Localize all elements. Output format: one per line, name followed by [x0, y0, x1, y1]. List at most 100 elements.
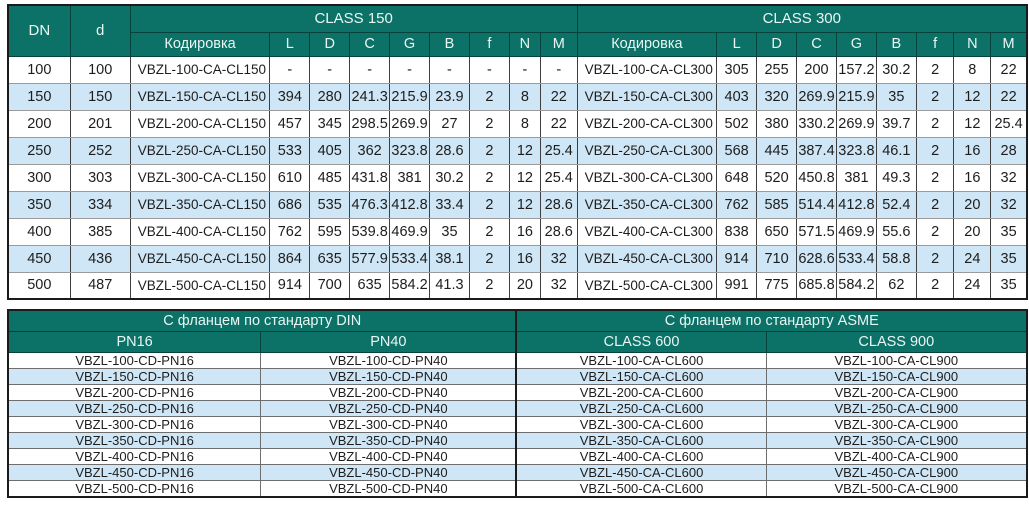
value-cell: 2 [915, 82, 955, 111]
column-header-c-c300: C [796, 31, 837, 57]
value-cell: 22 [539, 82, 578, 111]
code-cell: VBZL-450-CD-PN40 [260, 463, 517, 481]
value-cell: 24 [953, 244, 992, 273]
value-cell: 22 [990, 82, 1028, 111]
value-cell: 298.5 [349, 109, 391, 138]
value-cell: 394 [269, 82, 311, 111]
code-cell: VBZL-350-CA-CL300 [576, 190, 718, 219]
value-cell: 24 [953, 271, 992, 300]
code-cell: VBZL-150-CA-CL150 [129, 82, 271, 111]
code-cell: VBZL-400-CA-CL150 [129, 217, 271, 246]
code-cell: VBZL-450-CA-CL900 [765, 463, 1028, 481]
value-cell: - [468, 55, 510, 84]
group-header-class300: CLASS 300 [576, 4, 1028, 33]
code-cell: VBZL-450-CA-CL150 [129, 244, 271, 273]
value-cell: 39.7 [875, 109, 917, 138]
value-cell: 991 [716, 271, 758, 300]
value-cell: 533.4 [389, 244, 431, 273]
value-cell: 200 [796, 55, 837, 84]
column-header-c-c150: C [349, 31, 391, 57]
column-header-m-c150: M [539, 31, 578, 57]
value-cell: 23.9 [429, 82, 470, 111]
value-cell: 710 [756, 244, 798, 273]
column-header-d-c150: D [309, 31, 351, 57]
value-cell: 100 [69, 55, 131, 84]
column-header-b-c150: B [429, 31, 470, 57]
column-header-class600: CLASS 600 [515, 330, 767, 353]
value-cell: 22 [990, 55, 1028, 84]
value-cell: 28.6 [539, 217, 578, 246]
value-cell: 150 [69, 82, 131, 111]
value-cell: 8 [953, 55, 992, 84]
value-cell: 35 [875, 82, 917, 111]
value-cell: 387.4 [796, 136, 837, 165]
code-cell: VBZL-200-CA-CL900 [765, 383, 1028, 401]
value-cell: 584.2 [389, 271, 431, 300]
value-cell: 150 [7, 82, 71, 111]
column-header-class900: CLASS 900 [765, 330, 1028, 353]
value-cell: 381 [835, 163, 877, 192]
code-cell: VBZL-350-CA-CL900 [765, 431, 1028, 449]
value-cell: 2 [915, 136, 955, 165]
value-cell: - [389, 55, 431, 84]
value-cell: 330.2 [796, 109, 837, 138]
value-cell: 2 [468, 244, 510, 273]
value-cell: 412.8 [835, 190, 877, 219]
column-header-f-c300: f [915, 31, 955, 57]
value-cell: 41.3 [429, 271, 470, 300]
code-cell: VBZL-250-CA-CL600 [515, 399, 767, 417]
code-cell: VBZL-300-CA-CL300 [576, 163, 718, 192]
group-header-din: С фланцем по стандарту DIN [7, 309, 517, 332]
flange-code-row: VBZL-100-CD-PN16 VBZL-100-CD-PN40 VBZL-100… [7, 351, 1028, 369]
code-cell: VBZL-500-CD-PN16 [7, 479, 262, 497]
dimensions-table-body: 100 100 VBZL-100-CA-CL150- - - - - - - - VBZL-100-… [7, 55, 1028, 300]
code-cell: VBZL-100-CA-CL150 [129, 55, 271, 84]
value-cell: 385 [69, 217, 131, 246]
code-cell: VBZL-200-CD-PN16 [7, 383, 262, 401]
value-cell: 12 [508, 163, 541, 192]
value-cell: 533.4 [835, 244, 877, 273]
value-cell: 502 [716, 109, 758, 138]
value-cell: 535 [309, 190, 351, 219]
value-cell: 2 [915, 190, 955, 219]
flange-code-row: VBZL-450-CD-PN16 VBZL-450-CD-PN40 VBZL-450… [7, 463, 1028, 481]
column-header-d: d [69, 4, 131, 57]
value-cell: 157.2 [835, 55, 877, 84]
code-cell: VBZL-350-CD-PN40 [260, 431, 517, 449]
dimension-row-dn-400: 400 385 VBZL-400-CA-CL150 762 595 539.8 469.9 3… [7, 217, 1028, 246]
value-cell: 2 [468, 271, 510, 300]
value-cell: 255 [756, 55, 798, 84]
value-cell: 35 [429, 217, 470, 246]
value-cell: 20 [508, 271, 541, 300]
value-cell: 52.4 [875, 190, 917, 219]
value-cell: 2 [915, 163, 955, 192]
code-cell: VBZL-150-CA-CL300 [576, 82, 718, 111]
value-cell: 568 [716, 136, 758, 165]
column-header-b-c300: B [875, 31, 917, 57]
value-cell: 32 [990, 190, 1028, 219]
code-cell: VBZL-250-CD-PN16 [7, 399, 262, 417]
value-cell: 305 [716, 55, 758, 84]
value-cell: 12 [953, 82, 992, 111]
value-cell: 320 [756, 82, 798, 111]
value-cell: 2 [915, 55, 955, 84]
flange-code-row: VBZL-350-CD-PN16 VBZL-350-CD-PN40 VBZL-350… [7, 431, 1028, 449]
value-cell: 838 [716, 217, 758, 246]
value-cell: 8 [508, 109, 541, 138]
value-cell: 635 [309, 244, 351, 273]
code-cell: VBZL-300-CD-PN16 [7, 415, 262, 433]
value-cell: 28.6 [429, 136, 470, 165]
value-cell: 269.9 [389, 109, 431, 138]
value-cell: 635 [349, 271, 391, 300]
group-header-class150: CLASS 150 [129, 4, 578, 33]
group-header-asme: С фланцем по стандарту ASME [515, 309, 1028, 332]
code-cell: VBZL-250-CA-CL900 [765, 399, 1028, 417]
value-cell: 62 [875, 271, 917, 300]
code-cell: VBZL-100-CA-CL900 [765, 351, 1028, 369]
value-cell: 648 [716, 163, 758, 192]
code-cell: VBZL-450-CD-PN16 [7, 463, 262, 481]
code-cell: VBZL-100-CA-CL600 [515, 351, 767, 369]
value-cell: 381 [389, 163, 431, 192]
dimension-row-dn-350: 350 334 VBZL-350-CA-CL150 686 535 476.3 412.8 3… [7, 190, 1028, 219]
